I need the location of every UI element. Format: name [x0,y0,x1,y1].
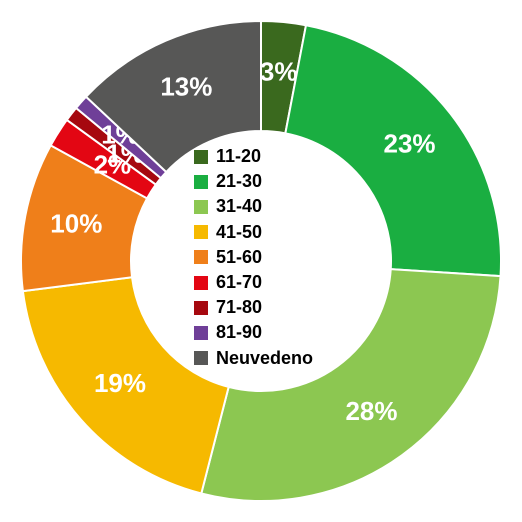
legend-swatch [194,150,208,164]
legend-label: 31-40 [216,194,262,219]
legend-item-81-90: 81-90 [194,320,313,345]
slice-label-11-20: 3% [260,57,298,87]
legend-label: 41-50 [216,220,262,245]
legend-item-11-20: 11-20 [194,144,313,169]
legend-item-61-70: 61-70 [194,270,313,295]
legend-swatch [194,225,208,239]
legend-swatch [194,200,208,214]
legend-item-Neuvedeno: Neuvedeno [194,346,313,371]
legend-item-71-80: 71-80 [194,295,313,320]
legend-swatch [194,351,208,365]
slice-label-41-50: 19% [94,368,146,398]
legend: 11-2021-3031-4041-5051-6061-7071-8081-90… [194,144,313,371]
legend-label: 51-60 [216,245,262,270]
legend-label: Neuvedeno [216,346,313,371]
legend-item-41-50: 41-50 [194,220,313,245]
legend-item-51-60: 51-60 [194,245,313,270]
legend-label: 61-70 [216,270,262,295]
legend-label: 11-20 [216,144,261,169]
legend-swatch [194,301,208,315]
donut-chart: 3%23%28%19%10%2%1%1%13% 11-2021-3031-404… [0,0,522,522]
legend-label: 21-30 [216,169,262,194]
legend-swatch [194,250,208,264]
legend-item-21-30: 21-30 [194,169,313,194]
legend-label: 81-90 [216,320,262,345]
legend-item-31-40: 31-40 [194,194,313,219]
legend-label: 71-80 [216,295,262,320]
slice-label-21-30: 23% [384,129,436,159]
legend-swatch [194,326,208,340]
slice-label-Neuvedeno: 13% [160,71,212,101]
legend-swatch [194,276,208,290]
legend-swatch [194,175,208,189]
slice-label-51-60: 10% [50,209,102,239]
slice-label-31-40: 28% [345,396,397,426]
